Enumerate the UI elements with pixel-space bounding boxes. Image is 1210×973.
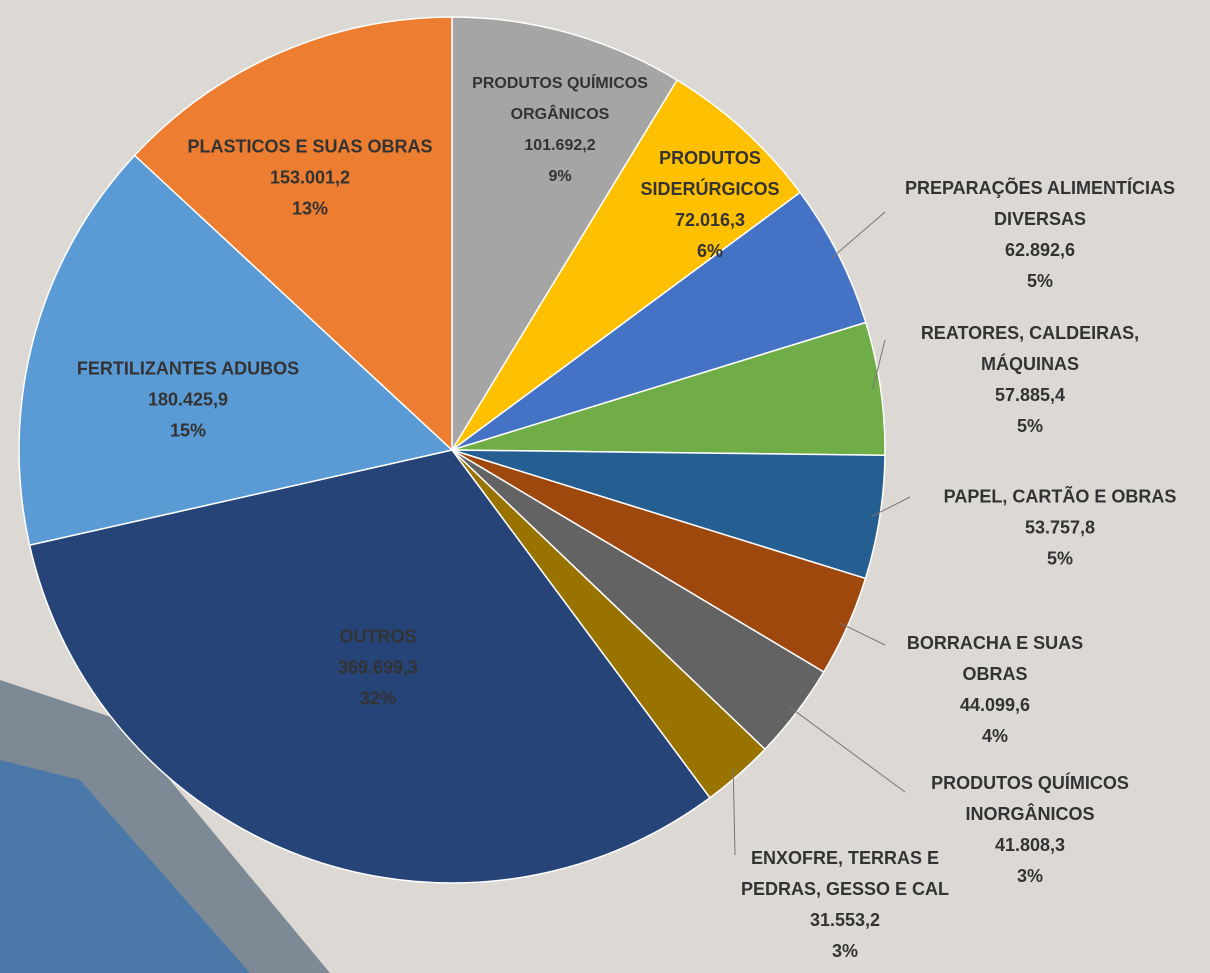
leader-line	[789, 707, 906, 793]
value-label: 72.016,3	[674, 210, 746, 230]
pie-slice	[451, 79, 802, 451]
leader-line	[871, 496, 911, 517]
category-label: PLASTICOS E SUAS OBRAS	[187, 136, 433, 157]
percent-label: 3%	[831, 941, 858, 961]
category-label: REATORES, CALDEIRAS, MÁQUINAS	[920, 323, 1140, 374]
leader-line	[839, 622, 886, 646]
category-label: PRODUTOS QUÍMICOS ORGÂNICOS	[472, 75, 648, 123]
slice-label: PLASTICOS E SUAS OBRAS 153.001,2 13%	[180, 132, 440, 225]
value-label: 153.001,2	[269, 167, 351, 188]
category-label: FERTILIZANTES ADUBOS	[76, 358, 300, 379]
leader-line	[872, 339, 886, 390]
value-label: 44.099,6	[959, 695, 1031, 715]
value-label: 53.757,8	[1024, 517, 1096, 538]
value-label: 57.885,4	[994, 385, 1066, 405]
slice-label: PRODUTOS SIDERÚRGICOS 72.016,3 6%	[625, 143, 795, 267]
category-label: PAPEL, CARTÃO E OBRAS	[943, 486, 1177, 507]
slice-label: PAPEL, CARTÃO E OBRAS 53.757,8 5%	[910, 482, 1210, 575]
percent-label: 5%	[1026, 271, 1053, 291]
pie-slice	[18, 154, 454, 547]
category-label: OUTROS	[339, 626, 417, 647]
slice-label: REATORES, CALDEIRAS, MÁQUINAS 57.885,4 5%	[880, 318, 1180, 442]
value-label: 180.425,9	[147, 389, 229, 410]
leader-line	[830, 211, 886, 259]
pie-slice	[28, 449, 711, 884]
value-label: 62.892,6	[1004, 240, 1076, 260]
category-label: ENXOFRE, TERRAS E PEDRAS, GESSO E CAL	[740, 848, 950, 899]
percent-label: 6%	[696, 241, 723, 261]
pie-slice	[133, 16, 453, 452]
percent-label: 9%	[548, 168, 572, 185]
slice-label: PRODUTOS QUÍMICOS INORGÂNICOS 41.808,3 3%	[905, 768, 1155, 892]
background-photo	[0, 760, 250, 973]
value-label: 369.699,3	[337, 657, 419, 678]
leader-line	[732, 768, 736, 856]
slice-label: PREPARAÇÕES ALIMENTÍCIAS DIVERSAS 62.892,…	[890, 173, 1190, 297]
percent-label: 13%	[291, 198, 329, 219]
category-label: BORRACHA E SUAS OBRAS	[906, 633, 1084, 684]
pie-slice	[451, 191, 867, 451]
percent-label: 5%	[1046, 548, 1073, 569]
value-label: 41.808,3	[994, 835, 1066, 855]
percent-label: 32%	[359, 688, 397, 709]
percent-label: 15%	[169, 420, 207, 441]
category-label: PRODUTOS SIDERÚRGICOS	[640, 148, 780, 199]
slice-label: BORRACHA E SUAS OBRAS 44.099,6 4%	[880, 628, 1110, 752]
category-label: PREPARAÇÕES ALIMENTÍCIAS DIVERSAS	[904, 178, 1176, 229]
slice-label: OUTROS 369.699,3 32%	[248, 622, 508, 715]
slice-label: FERTILIZANTES ADUBOS 180.425,9 15%	[58, 354, 318, 447]
percent-label: 4%	[981, 726, 1008, 746]
percent-label: 3%	[1016, 866, 1043, 886]
percent-label: 5%	[1016, 416, 1043, 436]
category-label: PRODUTOS QUÍMICOS INORGÂNICOS	[931, 773, 1129, 824]
slice-label: ENXOFRE, TERRAS E PEDRAS, GESSO E CAL 31.…	[730, 843, 960, 967]
slice-label: PRODUTOS QUÍMICOS ORGÂNICOS 101.692,2 9%	[470, 68, 650, 192]
value-label: 31.553,2	[809, 910, 881, 930]
value-label: 101.692,2	[524, 137, 596, 154]
pie-slice	[451, 16, 679, 453]
